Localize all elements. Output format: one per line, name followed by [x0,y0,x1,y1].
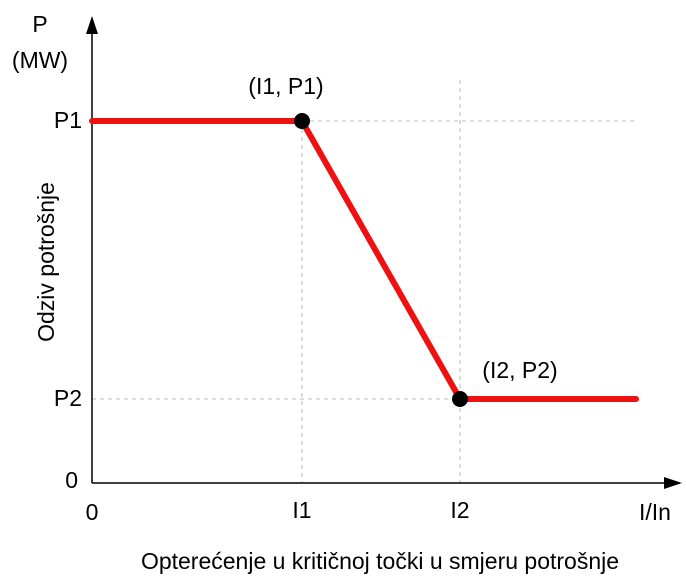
response-line [89,118,639,402]
y-tick-label: 0 [65,467,78,493]
x-tick-label: 0 [86,499,99,525]
point [294,113,310,129]
y-tick-label: P1 [54,107,82,133]
x-axis-symbol: I/In [639,499,671,525]
y-tick-label: P2 [54,385,82,411]
point-label: (I1, P1) [248,73,323,99]
x-axis-title: Opterećenje u kritičnoj točki u smjeru p… [141,548,619,574]
x-axis-arrow [664,477,682,489]
x-tick-label: I2 [450,497,469,523]
point [452,391,468,407]
x-tick-label: I1 [292,497,311,523]
y-axis-symbol: P [32,11,47,37]
point-label: (I2, P2) [482,357,557,383]
y-axis-title: Odziv potrošnje [33,182,59,342]
y-axis-arrow [86,16,98,34]
y-axis-unit: (MW) [12,47,68,73]
